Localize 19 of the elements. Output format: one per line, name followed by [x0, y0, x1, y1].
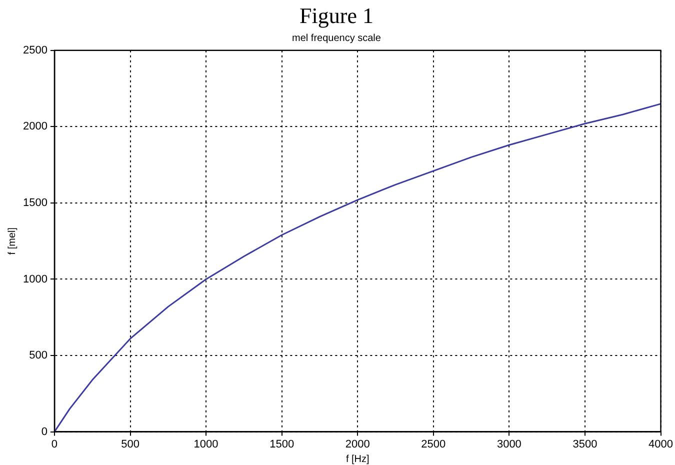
x-tick-label: 2500: [421, 438, 446, 450]
y-tick-label: 0: [41, 426, 48, 438]
y-axis-title: f [mel]: [6, 227, 18, 255]
x-tick-label: 500: [121, 438, 140, 450]
y-tick-label: 2500: [22, 44, 48, 56]
y-tick-label: 2000: [22, 120, 48, 133]
y-tick-label: 1500: [22, 196, 48, 209]
x-tick-label: 3500: [572, 438, 598, 450]
x-tick-label: 1000: [194, 438, 218, 450]
x-tick-label: 1500: [270, 438, 294, 450]
x-axis-title: f [Hz]: [346, 454, 370, 465]
x-tick-label: 0: [51, 438, 58, 450]
y-tick-label: 1000: [22, 273, 48, 286]
chart-title: Figure 1: [300, 2, 374, 28]
y-tick-label: 500: [29, 350, 48, 362]
x-tick-label: 3000: [496, 438, 522, 450]
x-tick-label: 2000: [345, 438, 370, 450]
chart-subtitle: mel frequency scale: [292, 33, 382, 44]
x-tick-label: 4000: [648, 438, 674, 450]
